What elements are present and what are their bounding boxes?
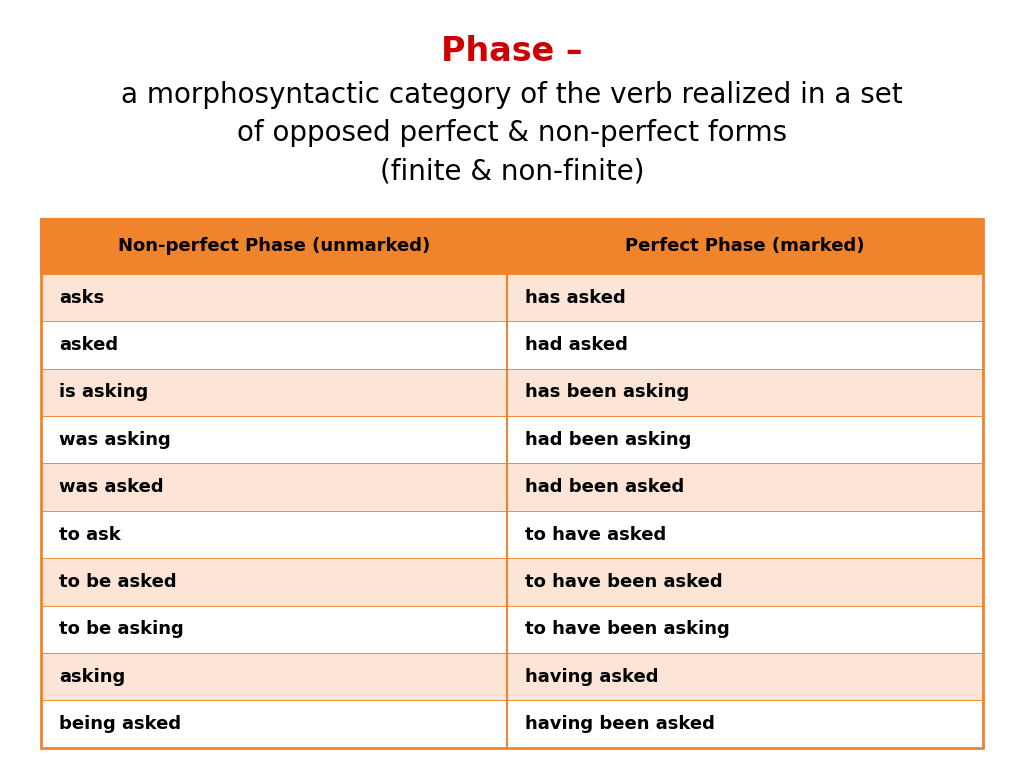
Bar	[41, 511, 983, 558]
Bar	[41, 700, 983, 748]
Text: had asked: had asked	[525, 336, 628, 354]
Text: to be asking: to be asking	[59, 621, 184, 638]
Text: was asked: was asked	[59, 478, 164, 496]
Bar	[41, 463, 983, 511]
Text: of opposed perfect & non-perfect forms: of opposed perfect & non-perfect forms	[237, 119, 787, 147]
Bar	[41, 606, 983, 653]
Text: was asking: was asking	[59, 431, 171, 449]
Text: having been asked: having been asked	[525, 715, 715, 733]
Bar	[41, 416, 983, 463]
Bar	[41, 558, 983, 606]
Text: had been asking: had been asking	[525, 431, 691, 449]
Text: Non-perfect Phase (unmarked): Non-perfect Phase (unmarked)	[118, 237, 430, 255]
Text: to ask: to ask	[59, 525, 121, 544]
Bar	[41, 219, 983, 274]
Text: Phase –: Phase –	[441, 35, 583, 67]
Text: having asked: having asked	[525, 668, 658, 686]
Text: has been asking: has been asking	[525, 384, 689, 401]
Text: had been asked: had been asked	[525, 478, 685, 496]
Text: asking: asking	[59, 668, 126, 686]
Text: to have asked: to have asked	[525, 525, 667, 544]
Text: (finite & non-finite): (finite & non-finite)	[380, 157, 644, 186]
Text: to be asked: to be asked	[59, 573, 177, 591]
Text: a morphosyntactic category of the verb realized in a set: a morphosyntactic category of the verb r…	[121, 81, 903, 109]
Bar	[41, 321, 983, 369]
Text: asked: asked	[59, 336, 119, 354]
Text: is asking: is asking	[59, 384, 148, 401]
Bar	[41, 274, 983, 321]
Text: to have been asking: to have been asking	[525, 621, 730, 638]
Bar	[41, 219, 983, 748]
Text: asks: asks	[59, 288, 104, 307]
Bar	[41, 653, 983, 700]
Text: Perfect Phase (marked): Perfect Phase (marked)	[626, 237, 864, 255]
Text: being asked: being asked	[59, 715, 181, 733]
Text: to have been asked: to have been asked	[525, 573, 723, 591]
Text: has asked: has asked	[525, 288, 626, 307]
Bar	[41, 369, 983, 416]
